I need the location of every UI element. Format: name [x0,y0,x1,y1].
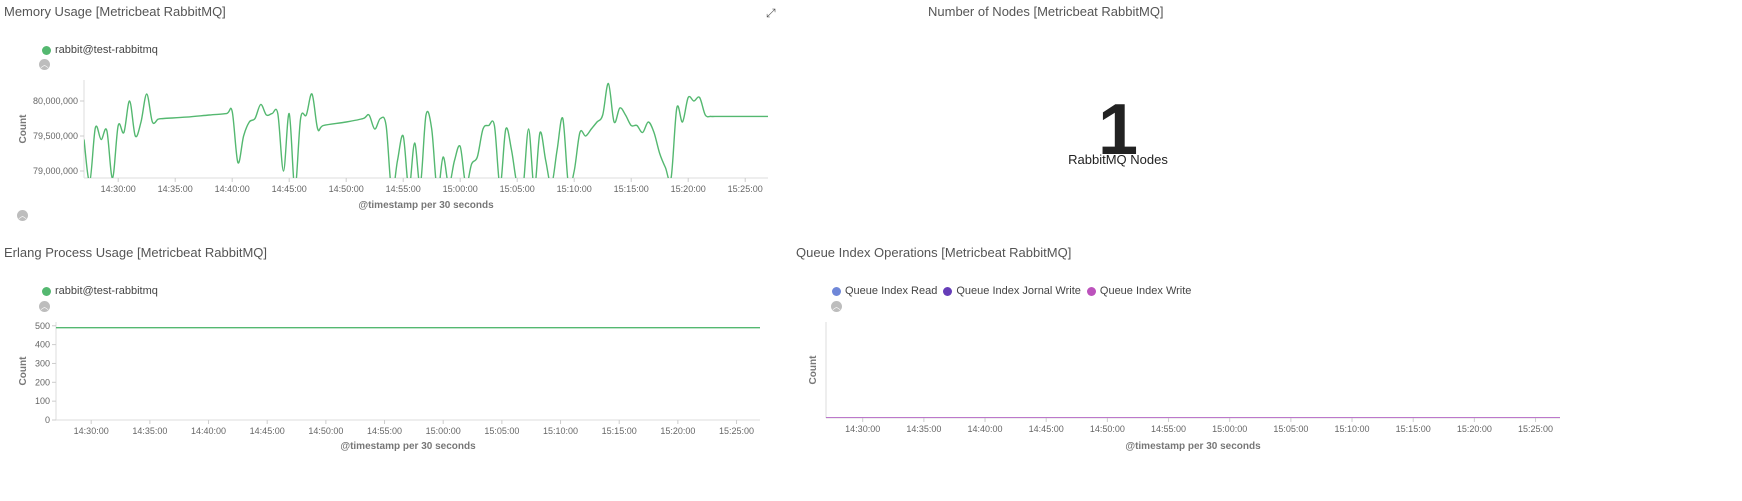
x-tick-label: 15:20:00 [660,426,695,436]
x-tick-label: 15:10:00 [557,184,592,194]
x-tick-label: 14:30:00 [74,426,109,436]
chevron-up-icon[interactable]: ︿ [39,301,50,312]
queue-chart: 14:30:00 14:35:00 14:40:00 14:45:00 14:50:00… [808,322,1560,452]
y-tick-label: 79,000,000 [33,166,78,176]
y-axis-title: Count [808,355,819,385]
panel-title: Erlang Process Usage [Metricbeat RabbitM… [4,245,267,260]
y-tick-label: 500 [35,321,50,331]
legend-dot [943,286,953,296]
y-tick-label: 79,500,000 [33,131,78,141]
x-tick-label: 14:30:00 [101,184,136,194]
y-axis-title: Count [18,114,29,144]
legend-label: Queue Index Write [1099,285,1192,297]
panel-title: Queue Index Operations [Metricbeat Rabbi… [796,245,1072,260]
chevron-up-icon[interactable]: ︿ [39,59,50,70]
x-tick-label: 14:40:00 [968,424,1003,434]
x-tick-label: 15:05:00 [1273,424,1308,434]
x-tick-label: 15:10:00 [1335,424,1370,434]
legend-item-write[interactable]: Queue Index Write [1086,285,1192,297]
legend-dot [832,286,841,296]
x-tick-label: 14:55:00 [367,426,402,436]
panel-title: Memory Usage [Metricbeat RabbitMQ] [4,4,226,19]
legend-label: rabbit@test-rabbitmq [55,285,158,297]
x-tick-label: 14:35:00 [906,424,941,434]
x-tick-label: 14:50:00 [329,184,364,194]
x-tick-label: 15:15:00 [602,426,637,436]
x-tick-label: 14:45:00 [1029,424,1064,434]
legend-item-jornal-write[interactable]: Queue Index Jornal Write [943,285,1081,297]
x-axis-title: @timestamp per 30 seconds [1125,441,1261,452]
x-tick-label: 15:10:00 [543,426,578,436]
legend-label: Queue Index Jornal Write [956,285,1081,297]
x-tick-label: 15:00:00 [1212,424,1247,434]
x-axis-title: @timestamp per 30 seconds [358,200,494,211]
legend-item[interactable]: rabbit@test-rabbitmq [42,44,158,56]
legend: rabbit@test-rabbitmq [42,44,164,56]
x-tick-label: 15:15:00 [1396,424,1431,434]
y-tick-label: 300 [35,358,50,368]
metric-value: 1 [1097,90,1139,170]
x-axis-title: @timestamp per 30 seconds [340,441,476,452]
memory-chart: 14:30:00 14:35:00 14:40:00 14:45:00 14:50:00… [18,80,768,211]
legend-dot [42,286,51,296]
legend: rabbit@test-rabbitmq [42,285,164,297]
x-tick-label: 15:15:00 [614,184,649,194]
x-tick-label: 15:00:00 [443,184,478,194]
x-tick-label: 14:45:00 [250,426,285,436]
x-tick-label: 15:00:00 [426,426,461,436]
x-tick-label: 14:50:00 [1090,424,1125,434]
expand-icon[interactable]: ⤢ [766,6,776,20]
series-line [84,82,768,178]
y-tick-label: 400 [35,340,50,350]
legend-dot [42,45,51,55]
metric-label: RabbitMQ Nodes [1068,152,1168,167]
x-tick-label: 14:45:00 [272,184,307,194]
y-tick-label: 100 [35,396,50,406]
y-tick-label: 80,000,000 [33,96,78,106]
legend-label: Queue Index Read [845,285,938,297]
x-tick-label: 14:30:00 [845,424,880,434]
y-tick-label: 0 [45,415,50,425]
chevron-up-icon[interactable]: ︿ [17,210,28,221]
x-tick-label: 15:25:00 [719,426,754,436]
x-tick-label: 15:25:00 [1518,424,1553,434]
panel-title: Number of Nodes [Metricbeat RabbitMQ] [928,4,1164,19]
x-tick-label: 14:35:00 [158,184,193,194]
x-tick-label: 15:20:00 [1457,424,1492,434]
x-tick-label: 14:40:00 [215,184,250,194]
legend-item-read[interactable]: Queue Index Read [832,285,937,297]
x-tick-label: 15:05:00 [500,184,535,194]
x-tick-label: 15:20:00 [671,184,706,194]
x-tick-label: 14:55:00 [386,184,421,194]
x-tick-label: 15:05:00 [484,426,519,436]
x-tick-label: 14:50:00 [308,426,343,436]
x-tick-label: 14:55:00 [1151,424,1186,434]
y-axis-title: Count [18,356,29,386]
legend: Queue Index Read Queue Index Jornal Writ… [832,285,1197,297]
chevron-up-icon[interactable]: ︿ [831,301,842,312]
legend-dot [1086,286,1096,296]
y-tick-label: 200 [35,377,50,387]
erlang-chart: 14:30:00 14:35:00 14:40:00 14:45:00 14:50:00… [18,321,760,452]
x-tick-label: 14:35:00 [132,426,167,436]
legend-item[interactable]: rabbit@test-rabbitmq [42,285,158,297]
legend-label: rabbit@test-rabbitmq [55,44,158,56]
x-tick-label: 15:25:00 [728,184,763,194]
x-tick-label: 14:40:00 [191,426,226,436]
